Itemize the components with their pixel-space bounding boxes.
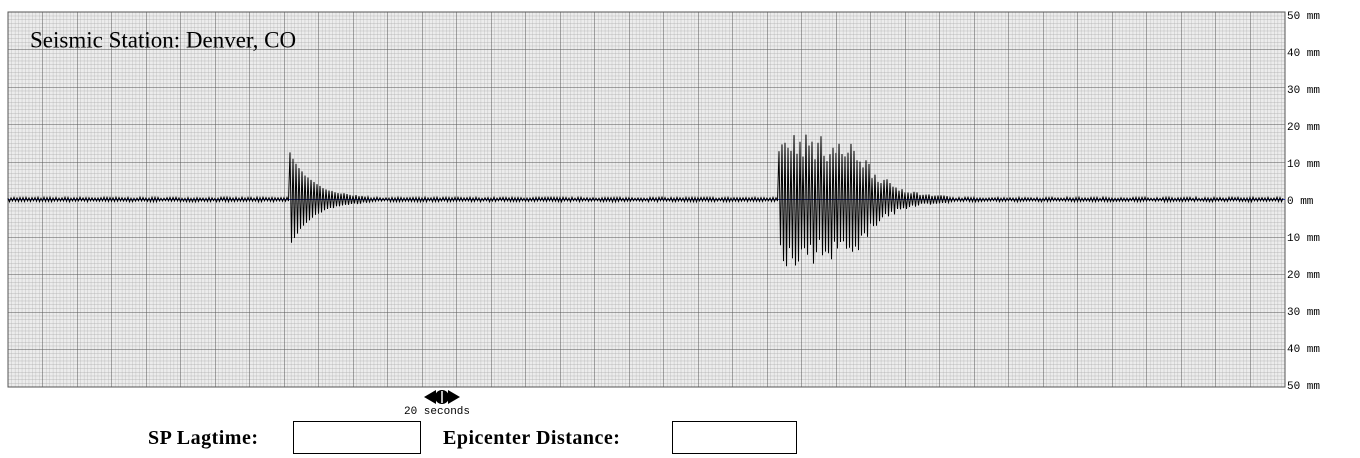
seismogram: 50 mm 40 mm 30 mm 20 mm 10 mm 0 mm 10 mm 20 mm 3… [7,11,1320,418]
text-input[interactable] [672,421,797,454]
station-title: Seismic Station: Denver, CO [30,27,296,52]
scale-label: 40 mm [1287,48,1320,60]
time-scale-label: 20 seconds [404,406,470,418]
scale-label: 30 mm [1287,307,1320,319]
text-input[interactable] [293,421,421,454]
scale-label: 20 mm [1287,122,1320,134]
scale-label: 50 mm [1287,381,1320,393]
scale-label: 0 mm [1287,196,1314,208]
scale-label: 10 mm [1287,159,1320,171]
waveform [7,134,1284,267]
field-label: Epicenter Distance: [443,427,621,449]
scale-label: 40 mm [1287,344,1320,356]
scale-label: 50 mm [1287,11,1320,23]
trace [7,134,1284,267]
scale-labels: 50 mm 40 mm 30 mm 20 mm 10 mm 0 mm 10 mm 20 mm 3… [1287,11,1320,393]
scale-label: 20 mm [1287,270,1320,282]
scale-label: 10 mm [1287,233,1320,245]
time-marker [424,390,460,404]
field-label: SP Lagtime: [148,427,259,449]
scale-label: 30 mm [1287,85,1320,97]
